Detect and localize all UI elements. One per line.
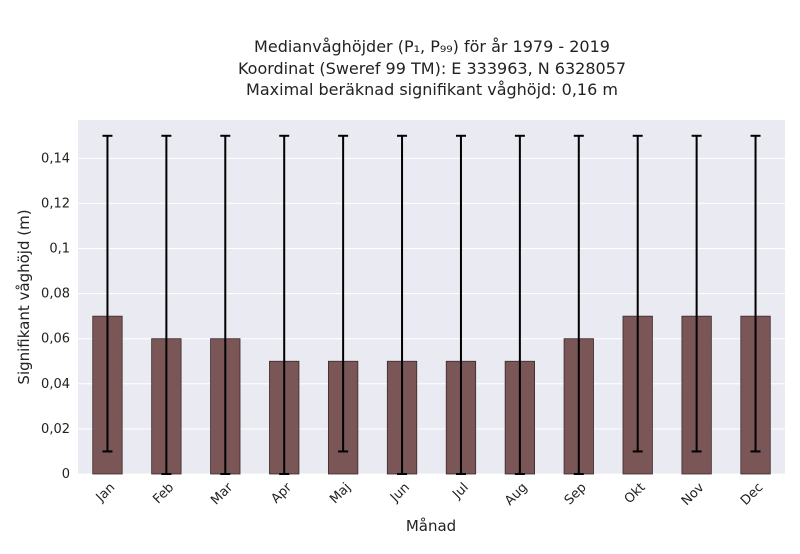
x-axis-ticks: Jan Feb Mar Apr Maj Jun Jul Aug Sep Okt Nov Dec bbox=[93, 480, 767, 509]
y-tick-label: 0,06 bbox=[41, 332, 70, 347]
error-bar-dec bbox=[750, 134, 761, 453]
y-tick-label: 0,1 bbox=[49, 242, 70, 257]
chart-title-line-1: Medianvåghöjder (P₁, P₉₉) för år 1979 - … bbox=[254, 37, 610, 56]
x-tick-label: Jun bbox=[387, 480, 413, 506]
error-bar-feb bbox=[161, 134, 172, 475]
y-tick-label: 0 bbox=[62, 467, 70, 482]
x-tick-label: Nov bbox=[679, 480, 708, 509]
x-tick-label: Jan bbox=[93, 480, 118, 505]
y-tick-label: 0,12 bbox=[41, 196, 70, 211]
chart-title-line-2: Koordinat (Sweref 99 TM): E 333963, N 63… bbox=[238, 59, 626, 78]
x-tick-label: Apr bbox=[269, 480, 296, 507]
error-bars bbox=[102, 134, 761, 475]
x-tick-label: Sep bbox=[562, 480, 590, 508]
x-tick-label: Jul bbox=[449, 480, 471, 502]
error-bar-jun bbox=[397, 134, 408, 475]
y-tick-label: 0,02 bbox=[41, 422, 70, 437]
chart-title-line-3: Maximal beräknad signifikant våghöjd: 0,… bbox=[246, 80, 618, 99]
error-bar-mar bbox=[220, 134, 231, 475]
y-tick-label: 0,08 bbox=[41, 287, 70, 302]
x-tick-label: Okt bbox=[622, 480, 649, 507]
y-tick-label: 0,14 bbox=[41, 151, 70, 166]
error-bar-jul bbox=[455, 134, 466, 475]
plot-area bbox=[78, 120, 785, 474]
y-axis-label: Signifikant våghöjd (m) bbox=[15, 209, 33, 384]
x-tick-label: Maj bbox=[327, 480, 354, 507]
error-bar-aug bbox=[514, 134, 525, 475]
x-tick-label: Dec bbox=[738, 480, 766, 508]
x-axis-label: Månad bbox=[406, 517, 456, 535]
grid-lines bbox=[78, 157, 785, 475]
error-bar-jan bbox=[102, 134, 113, 453]
error-bar-maj bbox=[338, 134, 349, 453]
y-axis-ticks: 0 0,02 0,04 0,06 0,08 0,1 0,12 0,14 bbox=[41, 151, 70, 482]
y-tick-label: 0,04 bbox=[41, 377, 70, 392]
error-bar-nov bbox=[691, 134, 702, 453]
x-tick-label: Mar bbox=[208, 480, 236, 508]
x-tick-label: Feb bbox=[150, 480, 177, 507]
error-bar-apr bbox=[279, 134, 290, 475]
error-bar-okt bbox=[632, 134, 643, 453]
error-bar-sep bbox=[573, 134, 584, 475]
x-tick-label: Aug bbox=[502, 480, 531, 509]
